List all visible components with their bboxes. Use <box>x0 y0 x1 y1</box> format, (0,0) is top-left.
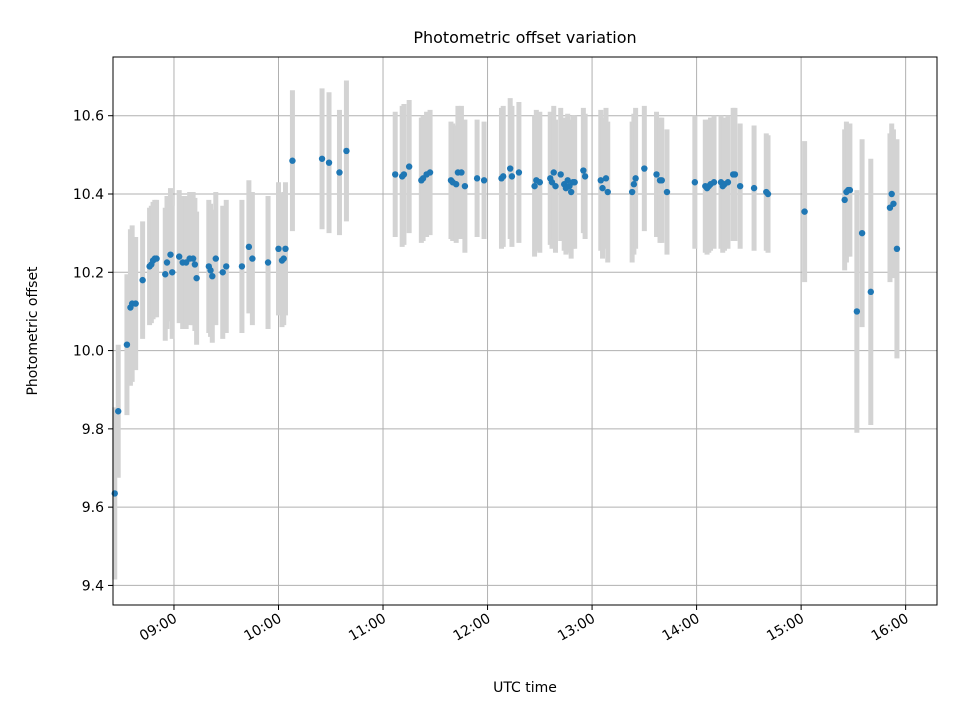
data-point <box>452 181 460 188</box>
data-point <box>550 169 557 176</box>
data-point <box>552 182 559 190</box>
data-point <box>841 196 848 204</box>
data-point <box>531 182 538 190</box>
data-point <box>731 171 739 178</box>
data-point <box>461 182 469 190</box>
data-point <box>567 188 575 196</box>
data-point <box>219 269 226 276</box>
data-point <box>400 171 408 178</box>
data-point <box>139 276 146 284</box>
data-point <box>663 188 671 196</box>
data-point <box>710 179 718 186</box>
data-point <box>426 169 434 176</box>
y-tick-label: 10.4 <box>73 187 104 203</box>
data-point <box>169 269 176 276</box>
data-point <box>162 271 169 278</box>
data-point <box>238 263 246 270</box>
data-point <box>888 190 895 198</box>
data-point <box>564 177 571 184</box>
chart-title: Photometric offset variation <box>413 28 636 47</box>
data-point <box>658 177 665 184</box>
data-point <box>581 173 589 180</box>
y-tick-label: 10.0 <box>73 344 104 360</box>
plot-frame <box>112 56 938 606</box>
data-point <box>846 186 854 194</box>
data-point <box>473 175 481 182</box>
data-point <box>764 190 772 198</box>
data-point <box>632 175 639 182</box>
data-point <box>893 245 901 252</box>
data-point <box>597 177 604 184</box>
data-point <box>249 255 256 262</box>
data-points <box>111 147 901 497</box>
data-point <box>163 259 171 266</box>
data-point <box>392 171 399 178</box>
data-point <box>557 171 564 178</box>
data-point <box>691 179 699 186</box>
y-axis-label: Photometric offset <box>25 266 41 396</box>
data-point <box>580 167 587 174</box>
data-point <box>289 157 296 164</box>
data-point <box>245 243 253 251</box>
data-point <box>275 245 282 252</box>
data-point <box>282 245 289 252</box>
y-tick-label: 10.2 <box>73 265 104 281</box>
data-point <box>167 251 174 258</box>
data-point <box>458 169 465 176</box>
data-point <box>336 169 343 176</box>
data-point <box>858 229 866 237</box>
y-tick-label: 9.6 <box>82 500 104 516</box>
data-point <box>801 208 808 215</box>
data-point <box>536 179 544 186</box>
data-point <box>153 255 160 262</box>
data-point <box>630 181 638 188</box>
data-point <box>193 274 200 282</box>
data-point <box>318 155 326 162</box>
data-point <box>602 175 610 182</box>
data-point <box>890 200 897 207</box>
data-point <box>853 308 861 315</box>
data-point <box>405 163 413 170</box>
data-point <box>508 173 516 180</box>
data-point <box>724 179 732 186</box>
data-point <box>750 184 758 192</box>
data-point <box>223 263 230 270</box>
data-point <box>343 147 350 155</box>
data-point <box>209 273 216 280</box>
data-point <box>604 188 611 196</box>
data-point <box>506 165 514 172</box>
y-tick-label: 10.6 <box>73 109 104 125</box>
data-point <box>500 173 507 180</box>
y-tick-label: 9.8 <box>82 422 104 438</box>
data-point <box>480 177 488 184</box>
data-point <box>189 255 197 262</box>
data-point <box>123 341 131 348</box>
data-point <box>115 408 122 415</box>
data-point <box>653 171 660 178</box>
data-point <box>207 267 214 274</box>
data-point <box>515 169 523 176</box>
data-point <box>212 255 219 262</box>
data-point <box>264 259 272 266</box>
data-point <box>867 288 875 296</box>
data-point <box>628 188 636 196</box>
data-point <box>325 159 333 166</box>
y-axis-ticks: 9.4 9.6 9.8 10.0 10.2 10.4 10.6 <box>73 109 113 594</box>
x-axis-label: UTC time <box>493 680 557 696</box>
data-point <box>736 182 744 190</box>
data-point <box>280 255 287 262</box>
data-point <box>571 179 578 186</box>
y-tick-label: 9.4 <box>82 578 104 594</box>
data-point <box>175 253 183 260</box>
data-point <box>191 261 199 268</box>
data-point <box>132 300 139 307</box>
data-point <box>599 184 606 192</box>
data-point <box>641 165 648 172</box>
